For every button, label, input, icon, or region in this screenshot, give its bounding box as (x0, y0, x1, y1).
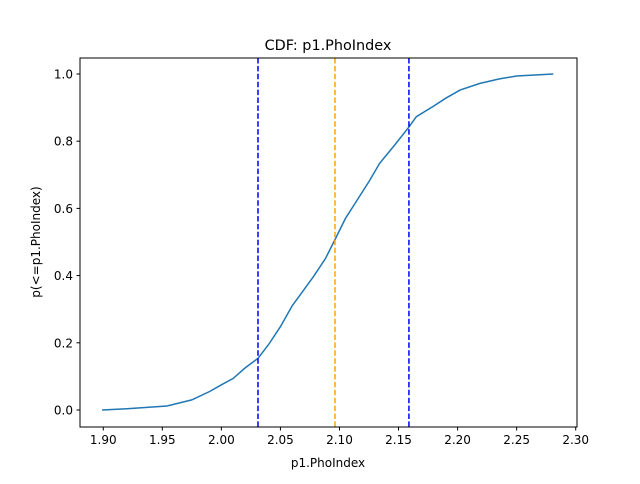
y-tick-label: 0.2 (54, 336, 73, 350)
y-tick-label: 0.0 (54, 403, 73, 417)
x-tick-label: 2.05 (267, 433, 294, 447)
x-tick-label: 2.30 (562, 433, 589, 447)
chart-title: CDF: p1.PhoIndex (265, 38, 392, 54)
cdf-series-line (102, 73, 554, 411)
y-tick-label: 1.0 (54, 67, 73, 81)
x-tick-label: 2.25 (503, 433, 530, 447)
x-tick-label: 2.20 (444, 433, 471, 447)
y-tick-label: 0.8 (54, 135, 73, 149)
y-tick-label: 0.6 (54, 202, 73, 216)
x-tick-label: 2.15 (385, 433, 412, 447)
x-axis-label: p1.PhoIndex (291, 456, 365, 470)
x-tick-label: 2.10 (326, 433, 353, 447)
axes-frame (79, 57, 578, 428)
x-tick-label: 1.90 (90, 433, 117, 447)
x-tick-label: 2.00 (208, 433, 235, 447)
y-tick-label: 0.4 (54, 269, 73, 283)
x-tick-label: 1.95 (149, 433, 176, 447)
y-axis-label: p(<=p1.PhoIndex) (29, 186, 43, 297)
